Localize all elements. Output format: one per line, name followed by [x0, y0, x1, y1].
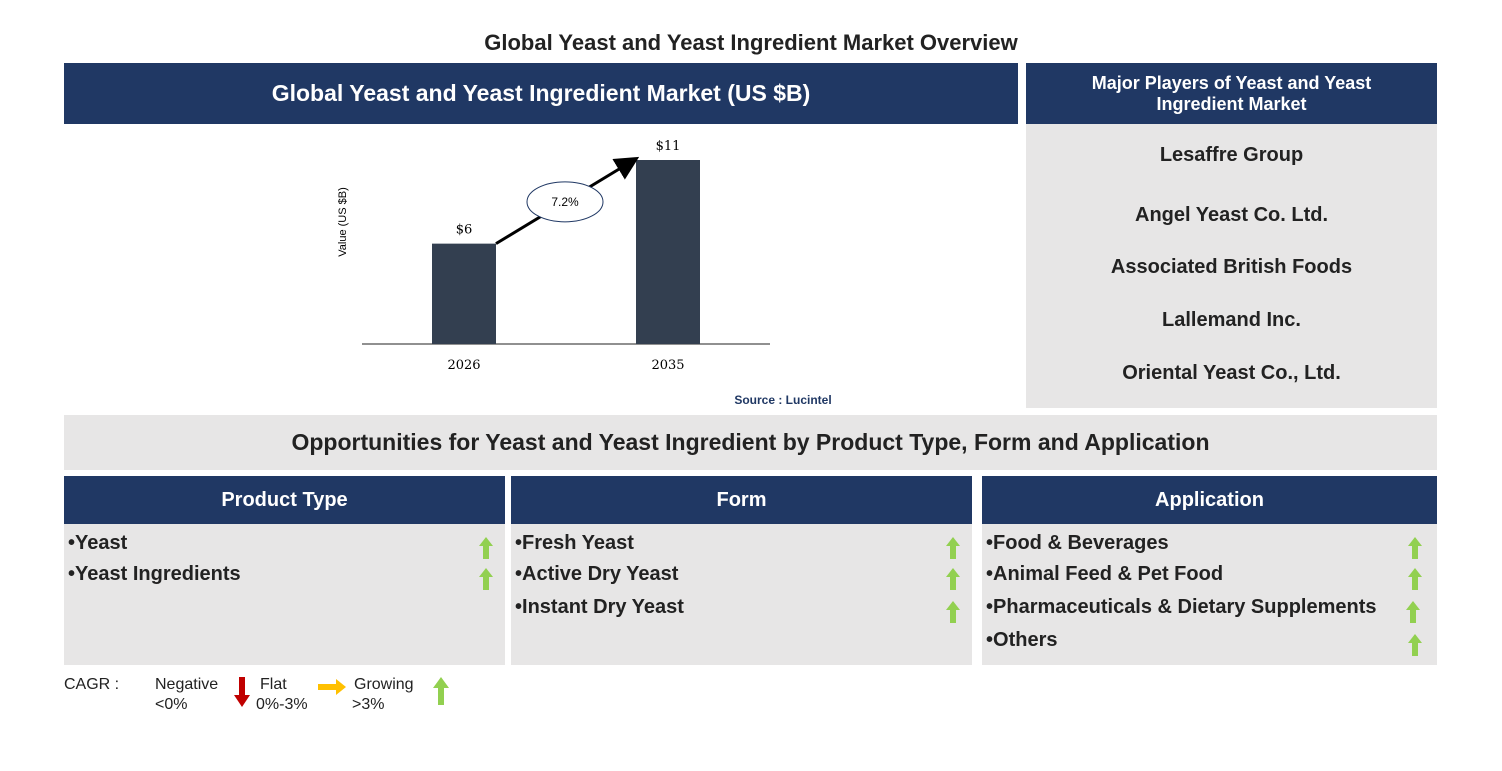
player-name: Associated British Foods — [1110, 256, 1353, 278]
flat-arrow — [318, 679, 346, 695]
column-item: Yeast Ingredients — [68, 563, 241, 586]
arrow-shape — [946, 601, 960, 623]
legend-name: Growing — [354, 676, 414, 693]
up-arrow — [946, 537, 960, 559]
x-tick-label: 2035 — [651, 358, 684, 373]
column-header: Application — [982, 476, 1437, 524]
bar — [636, 160, 700, 344]
chart: Value (US $B) Source : Lucintel $6 2026 $1… — [337, 139, 832, 407]
player-name: Oriental Yeast Co., Ltd. — [1122, 362, 1341, 384]
column-item: Instant Dry Yeast — [515, 596, 684, 619]
up-arrow — [433, 677, 449, 705]
column-item: Animal Feed & Pet Food — [986, 563, 1223, 586]
up-arrow — [1408, 634, 1422, 656]
column-item: Active Dry Yeast — [515, 563, 678, 586]
arrow-shape — [1408, 568, 1422, 590]
arrow-shape — [479, 537, 493, 559]
arrow-shape — [946, 568, 960, 590]
legend-range: 0%-3% — [256, 696, 308, 713]
column-header: Form — [511, 476, 972, 524]
source: Source : Lucintel — [734, 393, 831, 407]
column-item: Food & Beverages — [986, 532, 1169, 555]
up-arrow — [946, 568, 960, 590]
column-item: Pharmaceuticals & Dietary Supplements — [986, 596, 1376, 619]
arrow-shape — [1406, 601, 1420, 623]
page-title: Global Yeast and Yeast Ingredient Market… — [484, 30, 1018, 55]
up-arrow — [1408, 568, 1422, 590]
up-arrow — [1408, 537, 1422, 559]
cagr-label: 7.2% — [551, 195, 579, 209]
bar — [432, 243, 496, 344]
up-arrow — [479, 537, 493, 559]
up-arrow — [479, 568, 493, 590]
legend-range: <0% — [155, 696, 188, 713]
legend-name: Flat — [260, 676, 287, 693]
arrow-shape — [1408, 634, 1422, 656]
players-box: Lesaffre Group Angel Yeast Co. Ltd. Associ… — [1026, 124, 1437, 408]
column-item: Fresh Yeast — [515, 532, 634, 555]
column-body: Yeast Yeast Ingredients — [64, 524, 505, 665]
chart-header: Global Yeast and Yeast Ingredient Market… — [64, 63, 1018, 124]
player-name: Lallemand Inc. — [1162, 309, 1301, 331]
column-body: Fresh Yeast Active Dry Yeast Instant Dry Y… — [511, 524, 972, 665]
arrow-shape — [479, 568, 493, 590]
legend-name: Negative — [155, 676, 219, 693]
arrow-shape — [1408, 537, 1422, 559]
value-label: $11 — [656, 139, 681, 154]
player-name: Angel Yeast Co. Ltd. — [1135, 204, 1328, 226]
legend-label: CAGR : — [64, 676, 120, 693]
cagr-bubble — [526, 181, 604, 223]
player-name: Lesaffre Group — [1159, 144, 1304, 166]
column-body: Food & Beverages Animal Feed & Pet Food Ph… — [982, 524, 1437, 665]
column-item: Yeast — [68, 532, 127, 555]
column-item: Others — [986, 629, 1057, 652]
column-header: Product Type — [64, 476, 505, 524]
players-header: Major Players of Yeast and Yeast Ingredi… — [1026, 63, 1437, 124]
up-arrow — [1406, 601, 1420, 623]
up-arrow — [946, 601, 960, 623]
down-arrow — [234, 677, 250, 707]
value-label: $6 — [456, 223, 473, 238]
x-tick-label: 2026 — [447, 358, 480, 373]
arrow-shape — [946, 537, 960, 559]
y-axis-label: Value (US $B) — [337, 187, 349, 257]
opportunities-title: Opportunities for Yeast and Yeast Ingred… — [64, 415, 1437, 470]
legend-range: >3% — [352, 696, 385, 713]
